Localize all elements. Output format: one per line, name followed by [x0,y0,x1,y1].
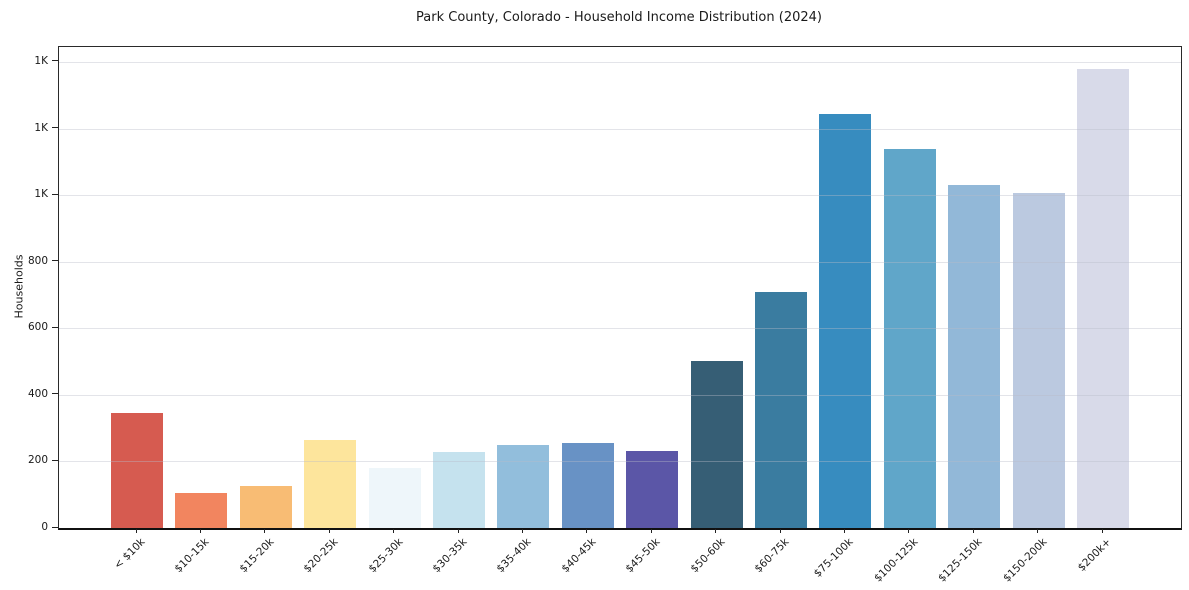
gridline [59,61,1181,63]
y-tick-mark [52,326,58,328]
plot-area [58,46,1182,530]
x-tick-mark [843,529,845,533]
gridline [59,128,1181,130]
bar-35-40k [497,445,550,528]
y-tick-label: 400 [27,387,48,400]
x-tick-mark [328,529,330,533]
y-tick-label: 1K [34,121,48,134]
x-tick-mark [393,529,395,533]
bar-150-200k [1012,193,1065,528]
x-tick-mark [1037,529,1039,533]
y-tick-label: 200 [27,454,48,467]
x-tick-mark [715,529,717,533]
bar-30-35k [433,452,485,528]
y-tick-mark [52,526,58,528]
y-tick-mark [52,60,58,62]
bar-50-60k [690,361,743,528]
x-tick-mark [972,529,974,533]
bar-25-30k [368,468,421,528]
bar-10k [111,413,163,528]
y-tick-mark [52,393,58,395]
bar-100-125k [883,149,936,528]
x-tick-label: < $10k [111,536,148,572]
x-tick-mark [521,529,523,533]
x-tick-mark [199,529,201,533]
x-tick-mark [650,529,652,533]
y-tick-mark [52,193,58,195]
chart-title: Park County, Colorado - Household Income… [416,10,822,25]
x-tick-mark [457,529,459,533]
y-tick-label: 600 [27,321,48,334]
x-tick-mark [586,529,588,533]
y-tick-label: 0 [41,521,48,533]
x-tick-mark [135,529,137,533]
x-tick-mark [779,529,781,533]
y-tick-label: 1K [34,188,48,201]
x-tick-mark [264,529,266,533]
y-tick-mark [52,127,58,129]
bar-60-75k [755,292,807,528]
bar-45-50k [626,451,679,528]
y-tick-mark [52,459,58,461]
y-tick-mark [52,260,58,262]
y-tick-label: 800 [27,254,48,267]
bar-125-150k [948,185,1001,528]
bar-10-15k [175,493,228,528]
y-tick-label: 1K [34,54,48,67]
bar-75-100k [819,114,872,528]
x-tick-mark [1101,529,1103,533]
bar-15-20k [239,486,292,528]
x-tick-mark [908,529,910,533]
bar-200k [1077,69,1129,528]
bar-40-45k [561,443,614,528]
bar-20-25k [304,440,357,528]
